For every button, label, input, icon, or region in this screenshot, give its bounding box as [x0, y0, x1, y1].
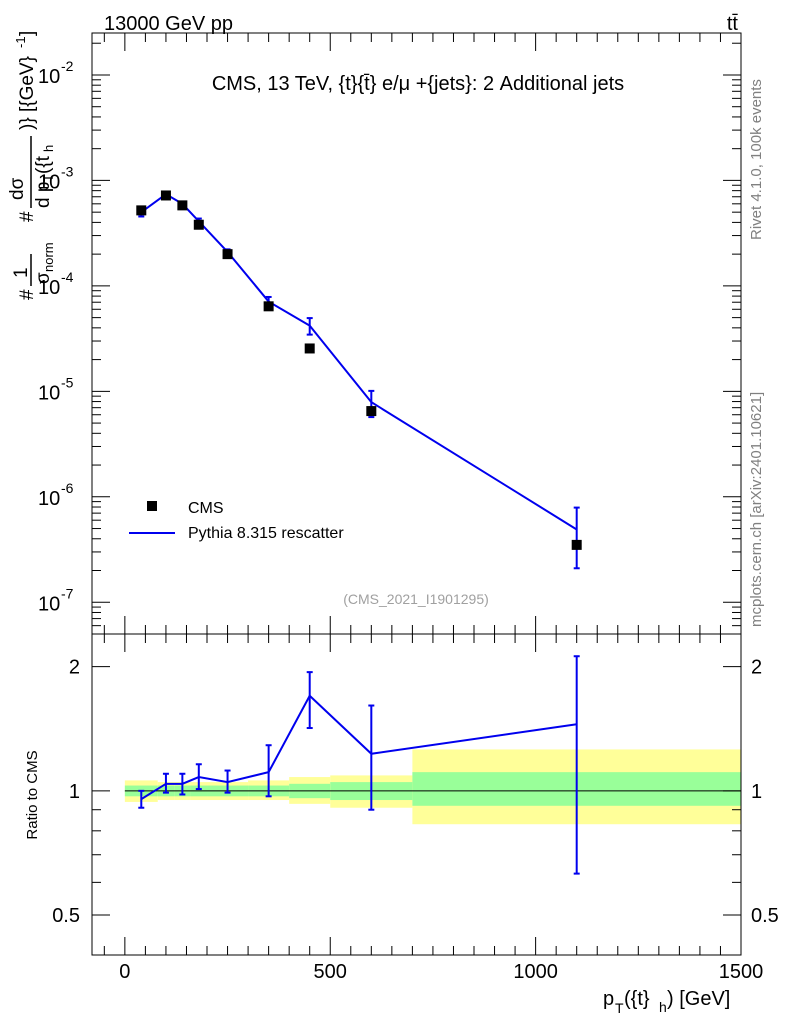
main-y-tick-label: 10 — [38, 171, 60, 193]
legend-marker-cms — [147, 501, 157, 511]
svg-text:1: 1 — [11, 267, 32, 278]
legend-label-cms: CMS — [188, 500, 224, 517]
ratio-panel: 0.5 0.5 1 1 2 2 0 500 1000 1500 Ratio to CMS p T… — [24, 633, 779, 1016]
main-y-tick-label: 10 — [38, 66, 60, 88]
svg-text:dσ: dσ — [7, 177, 28, 200]
header-process: 13000 GeV pp — [104, 13, 233, 35]
mcplots-label: mcplots.cern.ch [arXiv:2401.10621] — [748, 392, 765, 627]
data-point — [263, 301, 274, 312]
main-panel: 10-710-610-510-410-310-2 CMS, 13 TeV, {t… — [7, 31, 742, 635]
main-y-tick-labels: 10-710-610-510-410-310-2 — [38, 58, 74, 615]
data-point — [160, 190, 171, 201]
data-point — [304, 343, 315, 354]
svg-text:#: # — [17, 211, 38, 222]
main-y-tick-label: 10 — [38, 593, 60, 615]
main-frame — [91, 32, 742, 635]
data-point — [136, 205, 147, 216]
main-axis-ticks — [92, 33, 742, 635]
ratio-x-tick-label: 500 — [314, 961, 347, 983]
ratio-y-tick-label: 1 — [69, 781, 80, 803]
svg-text:T: T — [615, 1000, 624, 1016]
ratio-y-tick-label-right: 1 — [751, 781, 762, 803]
svg-text:h: h — [659, 999, 667, 1015]
main-y-tick-label: 10 — [38, 488, 60, 510]
ratio-uncertainty-bands — [124, 749, 741, 825]
ratio-x-tick-labels: 0 500 1000 1500 — [119, 961, 763, 983]
svg-text:)} [{GeV}: )} [{GeV} — [17, 56, 38, 130]
mc-line — [140, 193, 578, 531]
ratio-y-tick-label-right: 0.5 — [751, 905, 779, 927]
ratio-x-tick-label: 1500 — [719, 961, 764, 983]
svg-text:({t}: ({t} — [624, 988, 650, 1010]
main-series — [136, 190, 582, 570]
legend: CMS Pythia 8.315 rescatter — [129, 500, 344, 542]
svg-text:#: # — [17, 289, 38, 300]
ratio-y-tick-label-right: 2 — [751, 657, 762, 679]
main-y-axis-label: # 1 σ norm # dσ d p T ({t h )} [{GeV} -1… — [7, 31, 56, 300]
svg-text:) [GeV]: ) [GeV] — [667, 988, 730, 1010]
main-y-tick-label: 10 — [38, 382, 60, 404]
data-point — [222, 249, 233, 260]
svg-text:d p: d p — [33, 182, 54, 208]
analysis-watermark: (CMS_2021_I1901295) — [343, 591, 489, 607]
ratio-x-tick-label: 0 — [119, 961, 130, 983]
ratio-x-tick-label: 1000 — [513, 961, 558, 983]
x-axis-label: p T ({t} h ) [GeV] — [603, 988, 730, 1016]
ratio-y-tick-label: 2 — [69, 657, 80, 679]
header-final-state: tt̄ — [727, 13, 739, 35]
legend-label-pythia: Pythia 8.315 rescatter — [188, 525, 344, 542]
data-point — [193, 219, 204, 230]
main-y-tick-exponent: -6 — [61, 480, 74, 496]
main-y-tick-exponent: -5 — [61, 374, 74, 390]
svg-text:p: p — [603, 988, 614, 1010]
ratio-y-axis-label: Ratio to CMS — [24, 750, 41, 839]
ratio-y-tick-label: 0.5 — [52, 905, 80, 927]
rivet-version-label: Rivet 4.1.0, 100k events — [748, 79, 765, 240]
main-y-tick-exponent: -4 — [61, 269, 74, 285]
svg-text:]: ] — [17, 31, 38, 36]
ratio-series — [138, 655, 580, 875]
svg-text:-1: -1 — [13, 36, 28, 48]
data-point — [366, 406, 377, 417]
main-y-tick-exponent: -2 — [61, 58, 74, 74]
svg-text:σ: σ — [33, 272, 54, 284]
svg-text:h: h — [41, 145, 56, 152]
data-point — [177, 200, 188, 211]
data-point — [571, 539, 582, 550]
svg-text:({t: ({t — [33, 155, 54, 174]
plot-title: CMS, 13 TeV, {t}{t̄} e/μ +{jets}: 2 Addi… — [212, 73, 624, 95]
main-y-tick-exponent: -7 — [61, 585, 74, 601]
main-y-tick-label: 10 — [38, 277, 60, 299]
svg-text:norm: norm — [41, 242, 56, 272]
ratio-y-tick-labels: 0.5 0.5 1 1 2 2 — [52, 657, 779, 927]
main-y-tick-exponent: -3 — [61, 163, 74, 179]
ratio-frame — [91, 633, 742, 956]
svg-text:T: T — [41, 174, 56, 182]
